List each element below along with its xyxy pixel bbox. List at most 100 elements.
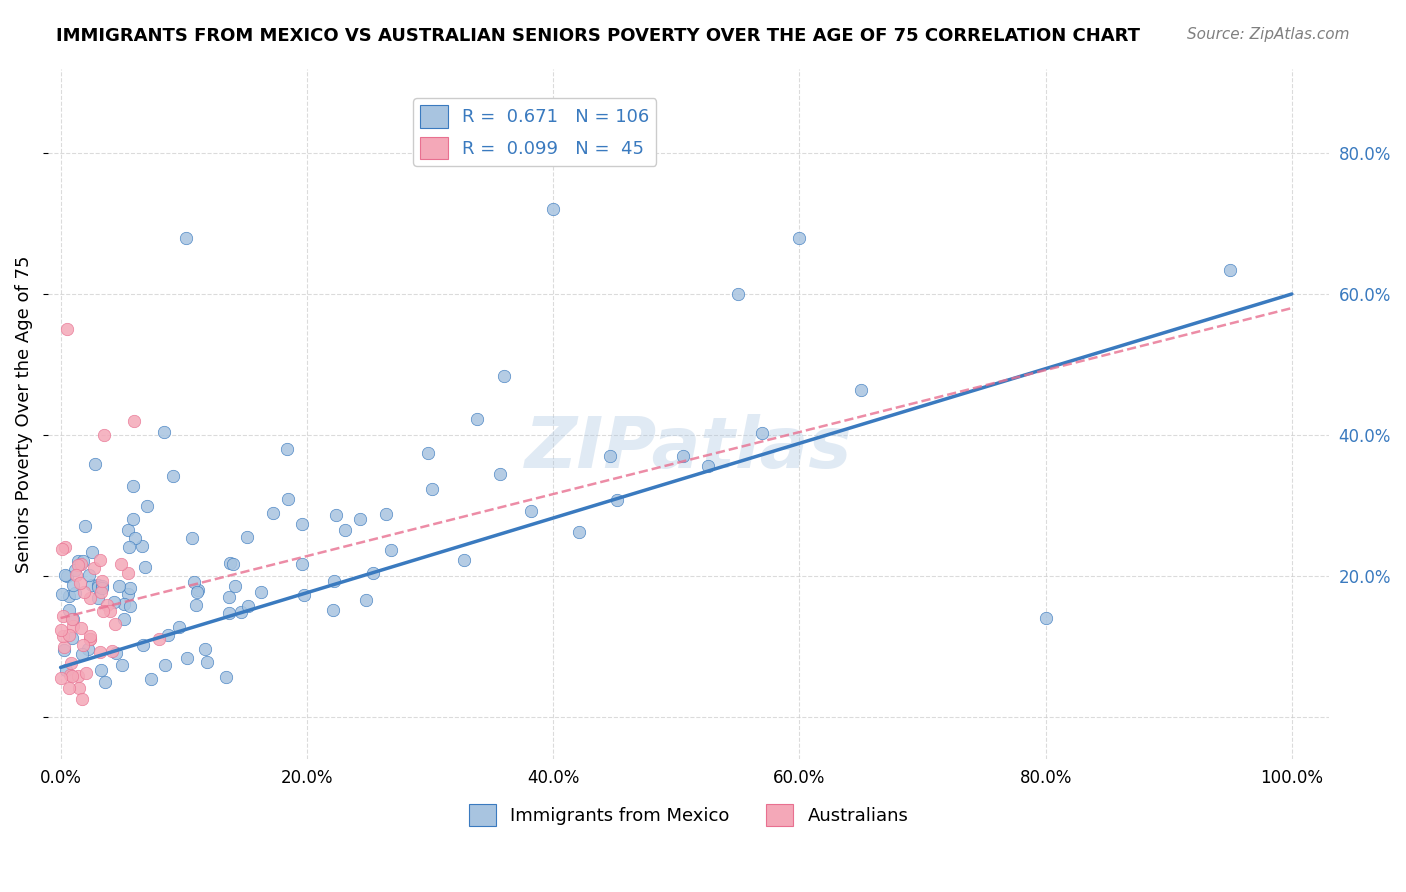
Point [70,647,93,661]
Point [51,587,73,601]
Point [51,623,73,637]
Point [263,506,285,520]
Point [90,663,112,677]
Point [110,558,132,572]
Point [696,459,718,474]
Point [489,467,512,481]
Point [672,449,695,463]
Point [89,553,111,567]
Point [87,580,110,594]
Point [79,632,101,646]
Point [58,681,80,695]
Point [53,642,76,657]
Point [131,638,153,652]
Point [90,579,112,593]
Point [291,557,314,571]
Point [59,657,82,671]
Point [453,552,475,566]
Point [53,567,76,582]
Point [117,587,139,601]
Point [60,612,83,626]
Point [84,457,107,471]
Point [849,383,872,397]
Point [118,581,141,595]
Point [86,578,108,592]
Point [1219,262,1241,277]
Point [91,604,114,618]
Point [93,428,115,442]
Point [56,569,79,583]
Point [194,642,217,657]
Point [80,577,103,591]
Point [1035,611,1057,625]
Point [69,557,91,571]
Point [73,584,96,599]
Point [55,322,77,336]
Text: Source: ZipAtlas.com: Source: ZipAtlas.com [1187,27,1350,42]
Point [605,493,627,508]
Point [58,589,80,603]
Point [186,584,208,599]
Point [176,230,198,244]
Point [375,508,398,522]
Point [136,499,159,513]
Point [52,609,75,624]
Point [291,516,314,531]
Point [176,651,198,665]
Point [90,581,112,595]
Point [187,582,209,597]
Point [58,603,80,617]
Point [62,612,84,626]
Point [153,657,176,672]
Point [117,523,139,537]
Point [183,574,205,589]
Point [751,426,773,441]
Point [90,585,112,599]
Point [77,567,100,582]
Point [492,368,515,383]
Point [276,442,298,456]
Point [215,670,238,684]
Point [63,564,86,578]
Point [87,591,110,605]
Point [124,531,146,545]
Point [75,666,97,681]
Point [72,554,94,568]
Point [117,566,139,581]
Point [52,628,75,642]
Point [568,525,591,540]
Point [93,675,115,690]
Point [131,540,153,554]
Point [354,593,377,607]
Point [122,512,145,526]
Point [465,412,488,426]
Point [63,586,86,600]
Point [73,519,96,533]
Point [112,612,135,626]
Point [218,606,240,620]
Point [89,645,111,659]
Point [79,632,101,647]
Point [79,591,101,606]
Point [66,554,89,568]
Point [218,590,240,604]
Point [70,692,93,706]
Point [186,599,208,613]
Point [148,632,170,646]
Point [195,655,218,669]
Point [156,628,179,642]
Point [51,542,73,557]
Point [224,579,246,593]
Point [51,671,73,685]
Point [108,579,131,593]
Point [90,574,112,588]
Point [69,557,91,571]
Point [118,541,141,555]
Point [112,597,135,611]
Point [416,446,439,460]
Y-axis label: Seniors Poverty Over the Age of 75: Seniors Poverty Over the Age of 75 [15,255,32,573]
Point [53,541,76,555]
Point [141,672,163,686]
Point [349,512,371,526]
Point [67,681,90,695]
